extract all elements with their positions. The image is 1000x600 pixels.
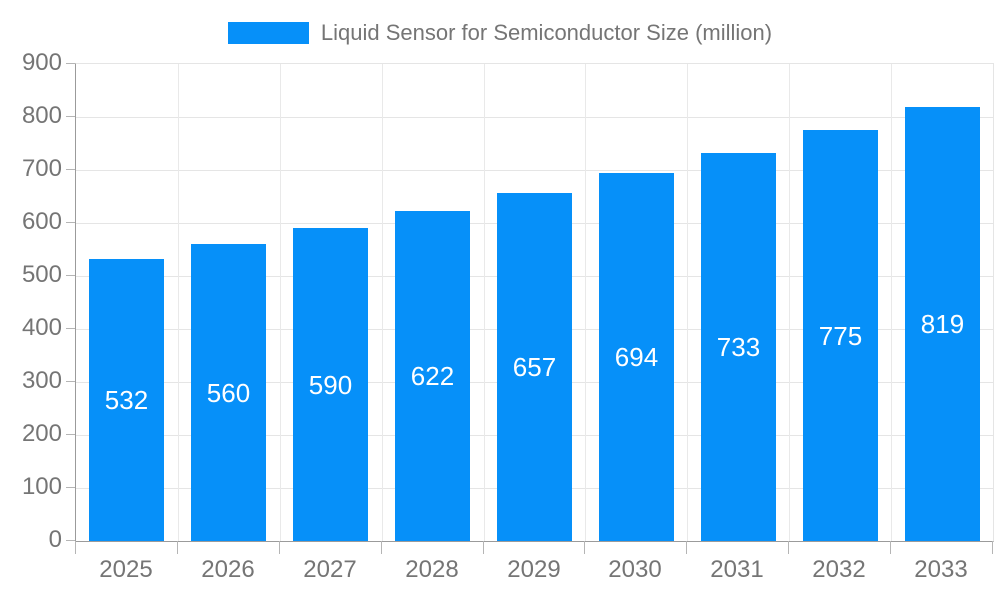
bar-value-label: 733 xyxy=(716,332,761,362)
y-axis-label: 500 xyxy=(21,261,62,288)
x-axis-label: 2026 xyxy=(201,556,255,583)
x-axis-tick xyxy=(584,541,585,554)
y-axis-label: 700 xyxy=(21,155,62,182)
bar-2033[interactable]: 819 xyxy=(905,107,980,541)
y-axis-tick xyxy=(66,169,75,170)
y-axis-tick xyxy=(66,328,75,329)
bar-2028[interactable]: 622 xyxy=(395,211,470,541)
legend-label[interactable]: Liquid Sensor for Semiconductor Size (mi… xyxy=(320,20,773,45)
bar-value-label: 694 xyxy=(614,342,659,372)
y-axis-label: 600 xyxy=(21,208,62,235)
x-axis-label: 2033 xyxy=(914,556,968,583)
y-axis-tick xyxy=(66,222,75,223)
bar-value-label: 532 xyxy=(104,385,149,415)
bar-2029[interactable]: 657 xyxy=(497,193,572,541)
x-axis-tick xyxy=(279,541,280,554)
x-axis-label: 2032 xyxy=(812,556,866,583)
x-axis-tick xyxy=(992,541,993,554)
x-axis-tick xyxy=(381,541,382,554)
bar-value-label: 590 xyxy=(308,370,353,400)
gridline-vertical xyxy=(788,64,790,541)
y-axis-tick xyxy=(66,540,75,541)
y-axis-label: 900 xyxy=(21,49,62,76)
gridline-vertical xyxy=(686,64,688,541)
x-axis-label: 2031 xyxy=(710,556,764,583)
gridline-vertical xyxy=(584,64,586,541)
bar-value-label: 657 xyxy=(512,352,557,382)
bar-2026[interactable]: 560 xyxy=(191,244,266,541)
bar-value-label: 819 xyxy=(920,309,965,339)
y-axis-tick xyxy=(66,487,75,488)
y-axis-tick xyxy=(66,275,75,276)
gridline-vertical xyxy=(279,64,281,541)
y-axis-label: 0 xyxy=(48,526,62,553)
x-axis-label: 2025 xyxy=(99,556,153,583)
gridline-vertical xyxy=(381,64,383,541)
gridline-vertical xyxy=(483,64,485,541)
gridline-horizontal xyxy=(76,116,993,118)
y-axis-tick xyxy=(66,63,75,64)
y-axis-label: 200 xyxy=(21,420,62,447)
gridline-vertical xyxy=(177,64,179,541)
x-axis-tick xyxy=(788,541,789,554)
bar-value-label: 775 xyxy=(818,321,863,351)
plot-area: 532 560 590 622 657 694 733 775 819 xyxy=(75,63,994,542)
x-axis-tick xyxy=(483,541,484,554)
gridline-vertical xyxy=(890,64,892,541)
bar-2025[interactable]: 532 xyxy=(89,259,164,541)
y-axis-tick xyxy=(66,381,75,382)
x-axis-tick xyxy=(177,541,178,554)
y-axis-label: 400 xyxy=(21,314,62,341)
y-axis-label: 100 xyxy=(21,473,62,500)
bar-value-label: 622 xyxy=(410,361,455,391)
x-axis-label: 2030 xyxy=(608,556,662,583)
x-axis-label: 2028 xyxy=(405,556,459,583)
legend-swatch[interactable] xyxy=(227,22,309,44)
bar-2031[interactable]: 733 xyxy=(701,153,776,541)
chart-legend[interactable]: Liquid Sensor for Semiconductor Size (mi… xyxy=(0,14,1000,52)
x-axis-tick xyxy=(686,541,687,554)
x-axis-label: 2027 xyxy=(303,556,357,583)
bar-2032[interactable]: 775 xyxy=(803,130,878,541)
x-axis-label: 2029 xyxy=(507,556,561,583)
y-axis-label: 300 xyxy=(21,367,62,394)
y-axis-tick xyxy=(66,116,75,117)
x-axis-tick xyxy=(75,541,76,554)
gridline-horizontal xyxy=(76,169,993,171)
y-axis-label: 800 xyxy=(21,102,62,129)
bar-value-label: 560 xyxy=(206,378,251,408)
bar-2030[interactable]: 694 xyxy=(599,173,674,541)
bar-2027[interactable]: 590 xyxy=(293,228,368,541)
x-axis-tick xyxy=(890,541,891,554)
y-axis-tick xyxy=(66,434,75,435)
